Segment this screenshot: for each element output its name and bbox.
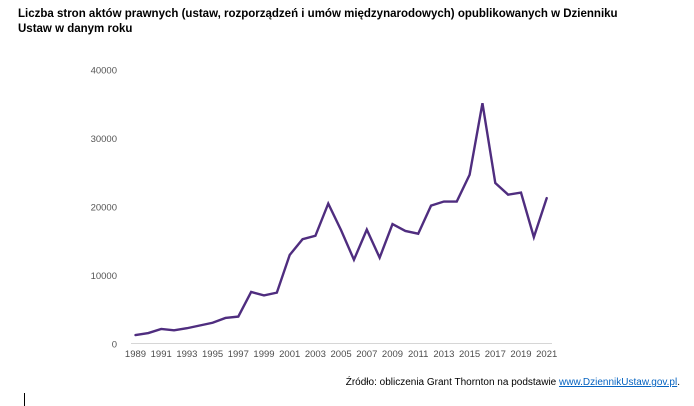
- x-tick-label: 2017: [485, 349, 506, 360]
- x-tick-label: 1995: [202, 349, 223, 360]
- x-tick-label: 2021: [536, 349, 557, 360]
- data-line-series: [134, 103, 548, 337]
- x-tick-label: 1997: [228, 349, 249, 360]
- x-tick-label: 1999: [253, 349, 274, 360]
- y-tick-label: 10000: [91, 271, 117, 282]
- x-tick-label: 2003: [305, 349, 326, 360]
- x-tick-label: 2011: [408, 349, 428, 360]
- y-tick-label: 30000: [91, 134, 117, 145]
- x-tick-label: 1989: [125, 349, 146, 360]
- source-note: Źródło: obliczenia Grant Thornton na pod…: [346, 377, 680, 388]
- source-link[interactable]: www.DziennikUstaw.gov.pl: [559, 377, 678, 388]
- x-tick-label: 2013: [433, 349, 454, 360]
- y-tick-label: 20000: [91, 203, 117, 214]
- source-note-suffix: .: [677, 377, 680, 388]
- x-tick-label: 2001: [279, 349, 300, 360]
- x-tick-label: 2019: [510, 349, 531, 360]
- y-tick-label: 40000: [91, 66, 117, 77]
- x-tick-label: 2007: [356, 349, 377, 360]
- x-tick-label: 2015: [459, 349, 480, 360]
- chart-title: Liczba stron aktów prawnych (ustaw, rozp…: [18, 8, 618, 35]
- y-tick-label: 0: [112, 340, 117, 351]
- x-tick-label: 2009: [382, 349, 403, 360]
- source-note-prefix: Źródło: obliczenia Grant Thornton na pod…: [345, 377, 560, 388]
- x-tick-label: 1993: [176, 349, 197, 360]
- text-cursor: [24, 393, 25, 406]
- x-tick-label: 1991: [151, 349, 172, 360]
- x-tick-label: 2005: [331, 349, 352, 360]
